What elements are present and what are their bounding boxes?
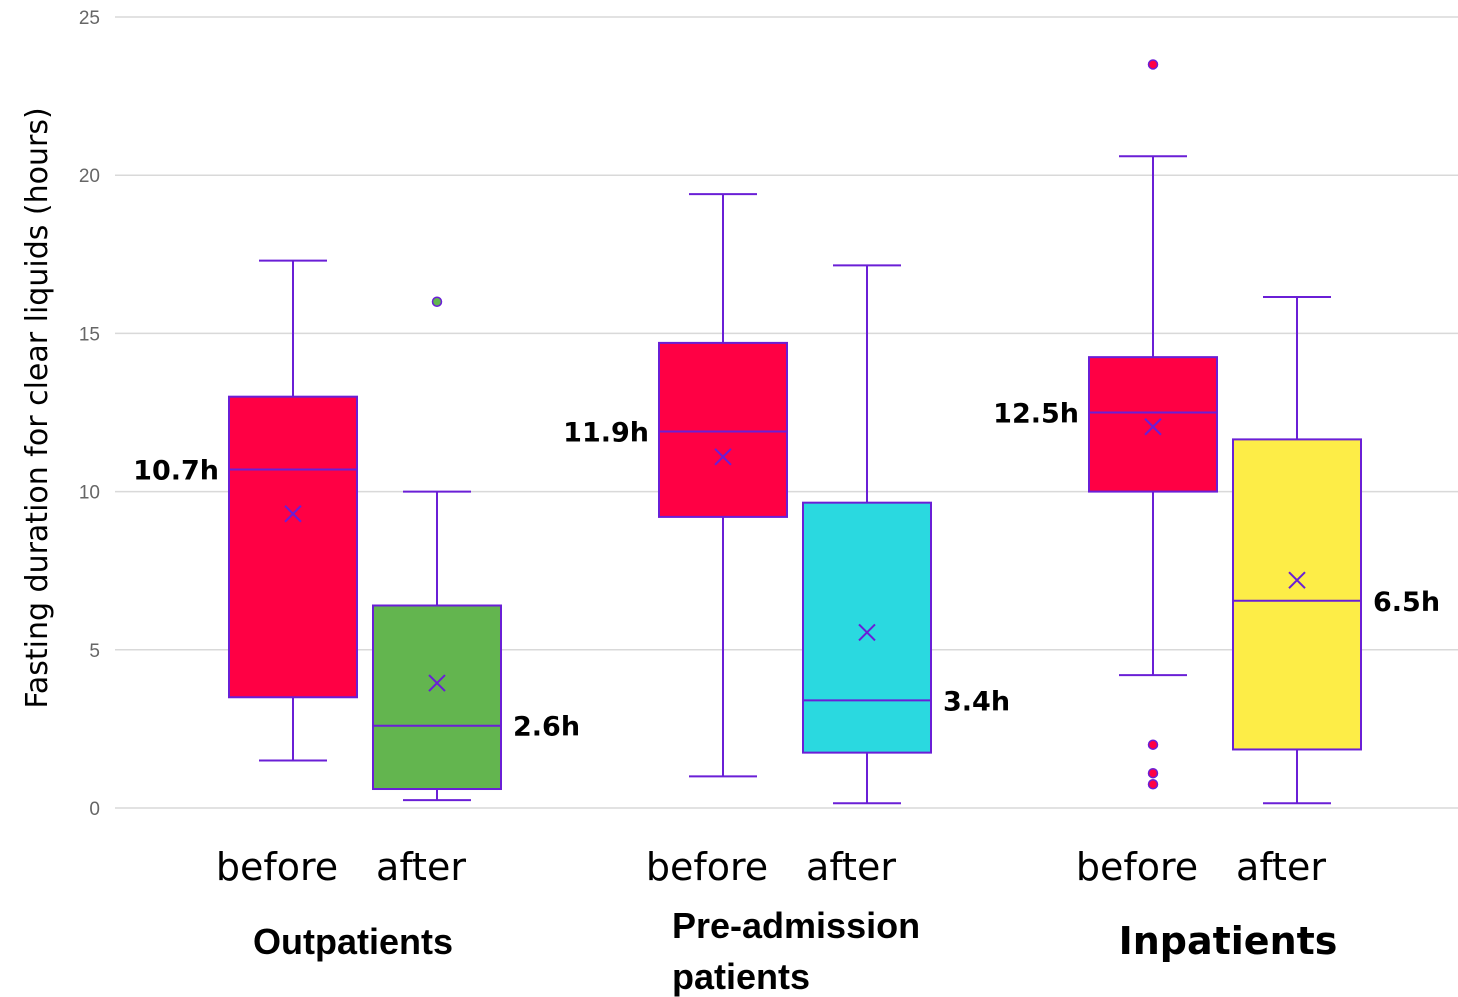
median-value-label: 10.7h bbox=[133, 455, 219, 486]
median-value-label: 2.6h bbox=[513, 712, 580, 743]
outlier-point bbox=[1147, 739, 1159, 750]
box-pre-admission-patients-before bbox=[658, 193, 788, 778]
box-pre-admission-patients-after bbox=[802, 264, 932, 805]
category-label-before: before bbox=[216, 845, 338, 889]
category-label-after: after bbox=[806, 845, 896, 889]
box-inpatients-after bbox=[1232, 296, 1362, 805]
outlier-point bbox=[1147, 59, 1159, 70]
group-label-line: Pre-admission bbox=[672, 905, 920, 946]
group-label: Inpatients bbox=[1119, 919, 1338, 963]
box-iqr bbox=[1232, 438, 1362, 751]
group-label-line: patients bbox=[672, 956, 810, 997]
y-tick-label: 25 bbox=[79, 8, 100, 29]
box-iqr bbox=[228, 395, 358, 699]
outlier-point bbox=[431, 296, 443, 308]
mean-marker bbox=[714, 448, 732, 466]
median-value-label: 3.4h bbox=[943, 686, 1010, 717]
outlier-point bbox=[1147, 767, 1159, 779]
category-label-before: before bbox=[646, 845, 768, 889]
box-iqr bbox=[1088, 356, 1218, 493]
y-axis-ticks: 0 5 10 15 20 25 bbox=[79, 8, 100, 820]
box-outpatients-before bbox=[228, 259, 358, 762]
group-label: Outpatients bbox=[253, 921, 453, 962]
outlier-point bbox=[1147, 779, 1159, 790]
box-outpatients-after bbox=[372, 296, 502, 802]
y-tick-label: 20 bbox=[79, 166, 100, 187]
mean-marker bbox=[858, 623, 876, 642]
boxes bbox=[228, 59, 1362, 805]
box-inpatients-before bbox=[1088, 59, 1218, 790]
category-label-after: after bbox=[1236, 845, 1326, 889]
median-value-label: 6.5h bbox=[1373, 587, 1440, 618]
median-value-label: 12.5h bbox=[993, 399, 1079, 430]
category-label-before: before bbox=[1076, 845, 1198, 889]
y-tick-label: 0 bbox=[89, 799, 100, 820]
y-tick-label: 15 bbox=[79, 324, 100, 345]
box-iqr bbox=[802, 501, 932, 754]
mean-marker bbox=[1288, 571, 1306, 589]
y-tick-label: 5 bbox=[89, 641, 100, 662]
y-tick-label: 10 bbox=[79, 483, 100, 504]
y-axis-label: Fasting duration for clear liquids (hour… bbox=[20, 107, 55, 708]
box-iqr bbox=[658, 341, 788, 518]
median-value-label: 11.9h bbox=[563, 417, 649, 448]
labels: 10.7h before 2.6h after Outpatients 11.9h befo… bbox=[133, 399, 1440, 997]
box-iqr bbox=[372, 604, 502, 791]
mean-marker bbox=[284, 505, 302, 523]
category-label-after: after bbox=[376, 845, 466, 889]
mean-marker bbox=[428, 674, 446, 692]
mean-marker bbox=[1144, 418, 1162, 436]
